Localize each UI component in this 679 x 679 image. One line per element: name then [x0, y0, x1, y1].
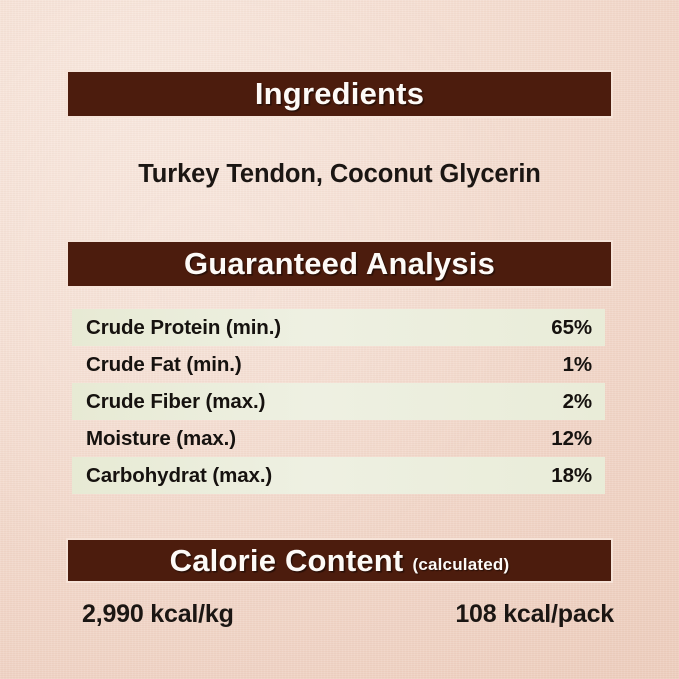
calories-per-pack: 108 kcal/pack	[455, 600, 614, 628]
ingredients-section-banner: Ingredients	[66, 70, 613, 118]
nutrient-label: Moisture (max.)	[86, 426, 236, 450]
nutrient-label: Crude Protein (min.)	[86, 315, 282, 339]
guaranteed-analysis-section-banner: Guaranteed Analysis	[66, 240, 613, 288]
nutrient-value: 18%	[551, 463, 592, 487]
calorie-content-heading: Calorie Content	[169, 542, 404, 578]
guaranteed-analysis-table: Crude Protein (min.) 65% Crude Fat (min.…	[72, 309, 605, 494]
nutrient-label: Carbohydrat (max.)	[86, 463, 273, 487]
table-row: Carbohydrat (max.) 18%	[72, 457, 605, 494]
nutrient-value: 65%	[551, 315, 592, 339]
nutrient-value: 12%	[551, 426, 592, 450]
table-row: Crude Protein (min.) 65%	[72, 309, 605, 346]
nutrient-value: 2%	[562, 389, 593, 413]
calories-per-kg: 2,990 kcal/kg	[82, 600, 234, 628]
nutrient-label: Crude Fat (min.)	[86, 352, 242, 376]
guaranteed-analysis-heading: Guaranteed Analysis	[183, 246, 496, 281]
nutrient-value: 1%	[562, 352, 593, 376]
calorie-content-subheading: (calculated)	[412, 554, 510, 574]
calorie-values-row: 2,990 kcal/kg 108 kcal/pack	[82, 600, 614, 629]
nutrient-label: Crude Fiber (max.)	[86, 389, 266, 413]
table-row: Crude Fat (min.) 1%	[72, 346, 605, 383]
ingredients-heading: Ingredients	[254, 76, 425, 111]
table-row: Crude Fiber (max.) 2%	[72, 383, 605, 420]
ingredients-list-text: Turkey Tendon, Coconut Glycerin	[138, 160, 541, 188]
table-row: Moisture (max.) 12%	[72, 420, 605, 457]
calorie-content-section-banner: Calorie Content (calculated)	[66, 538, 613, 583]
